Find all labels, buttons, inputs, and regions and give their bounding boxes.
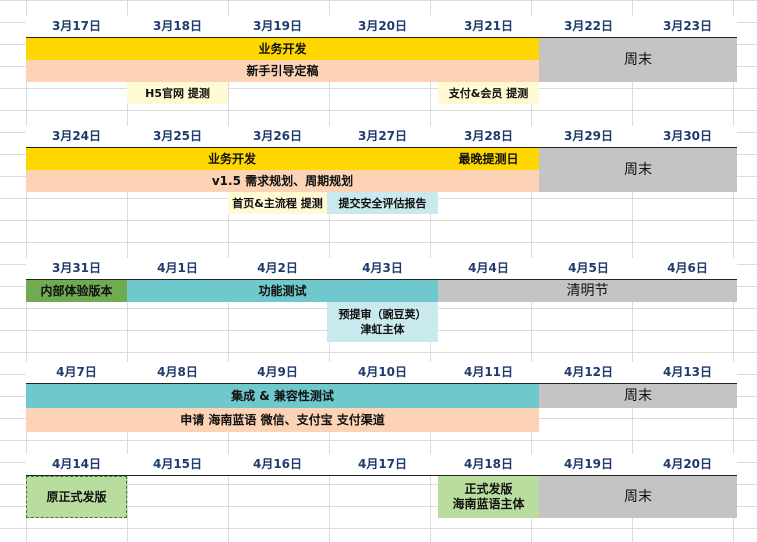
task-pay-member-submit[interactable]: 支付&会员 提测 (438, 82, 539, 104)
date-cell[interactable]: 4月14日 (26, 454, 127, 476)
date-cell[interactable]: 3月22日 (539, 16, 638, 38)
date-cell[interactable]: 4月20日 (638, 454, 737, 476)
date-cell[interactable]: 4月10日 (327, 362, 438, 384)
date-cell[interactable]: 4月12日 (539, 362, 638, 384)
date-cell[interactable]: 4月16日 (228, 454, 327, 476)
date-cell[interactable]: 4月3日 (327, 258, 438, 280)
task-pre-review[interactable]: 预提审（豌豆荚） 津虹主体 (327, 302, 438, 342)
task-official-release[interactable]: 正式发版 海南蓝语主体 (438, 476, 539, 518)
date-cell[interactable]: 3月30日 (638, 126, 737, 148)
task-biz-dev[interactable]: 业务开发 (26, 148, 438, 170)
date-cell[interactable]: 4月19日 (539, 454, 638, 476)
date-cell[interactable]: 3月19日 (228, 16, 327, 38)
date-cell[interactable]: 4月18日 (438, 454, 539, 476)
task-latest-test-day[interactable]: 最晚提测日 (438, 148, 539, 170)
task-h5-submit[interactable]: H5官网 提测 (127, 82, 228, 104)
task-biz-dev[interactable]: 业务开发 (26, 38, 539, 60)
date-cell[interactable]: 4月8日 (127, 362, 228, 384)
task-internal-build[interactable]: 内部体验版本 (26, 280, 127, 302)
task-integration-test[interactable]: 集成 & 兼容性测试 (26, 384, 539, 408)
task-function-test[interactable]: 功能测试 (127, 280, 438, 302)
date-cell[interactable]: 4月7日 (26, 362, 127, 384)
date-cell[interactable]: 4月11日 (438, 362, 539, 384)
date-cell[interactable]: 3月24日 (26, 126, 127, 148)
weekend-block[interactable]: 周末 (539, 384, 737, 408)
date-cell[interactable]: 4月4日 (438, 258, 539, 280)
date-cell[interactable]: 4月13日 (638, 362, 737, 384)
date-cell[interactable]: 3月20日 (327, 16, 438, 38)
date-cell[interactable]: 4月9日 (228, 362, 327, 384)
task-onboarding[interactable]: 新手引导定稿 (26, 60, 539, 82)
date-cell[interactable]: 3月29日 (539, 126, 638, 148)
task-security-report[interactable]: 提交安全评估报告 (327, 192, 438, 214)
date-cell[interactable]: 3月28日 (438, 126, 539, 148)
date-cell[interactable]: 4月15日 (127, 454, 228, 476)
date-cell[interactable]: 3月25日 (127, 126, 228, 148)
date-cell[interactable]: 3月31日 (26, 258, 127, 280)
date-cell[interactable]: 3月23日 (638, 16, 737, 38)
task-planning[interactable]: v1.5 需求规划、周期规划 (26, 170, 539, 192)
date-cell[interactable]: 3月18日 (127, 16, 228, 38)
weekend-block[interactable]: 周末 (539, 476, 737, 518)
weekend-block[interactable]: 周末 (539, 148, 737, 192)
date-cell[interactable]: 4月6日 (638, 258, 737, 280)
date-cell[interactable]: 3月21日 (438, 16, 539, 38)
date-cell[interactable]: 3月17日 (26, 16, 127, 38)
holiday-qingming[interactable]: 清明节 (438, 280, 737, 302)
task-apply-pay-channel[interactable]: 申请 海南蓝语 微信、支付宝 支付渠道 (26, 408, 539, 432)
task-original-release[interactable]: 原正式发版 (26, 476, 127, 518)
weekend-block[interactable]: 周末 (539, 38, 737, 82)
date-cell[interactable]: 3月26日 (228, 126, 327, 148)
date-cell[interactable]: 3月27日 (327, 126, 438, 148)
task-home-flow-submit[interactable]: 首页&主流程 提测 (228, 192, 327, 214)
date-cell[interactable]: 4月5日 (539, 258, 638, 280)
date-cell[interactable]: 4月2日 (228, 258, 327, 280)
date-cell[interactable]: 4月17日 (327, 454, 438, 476)
date-cell[interactable]: 4月1日 (127, 258, 228, 280)
